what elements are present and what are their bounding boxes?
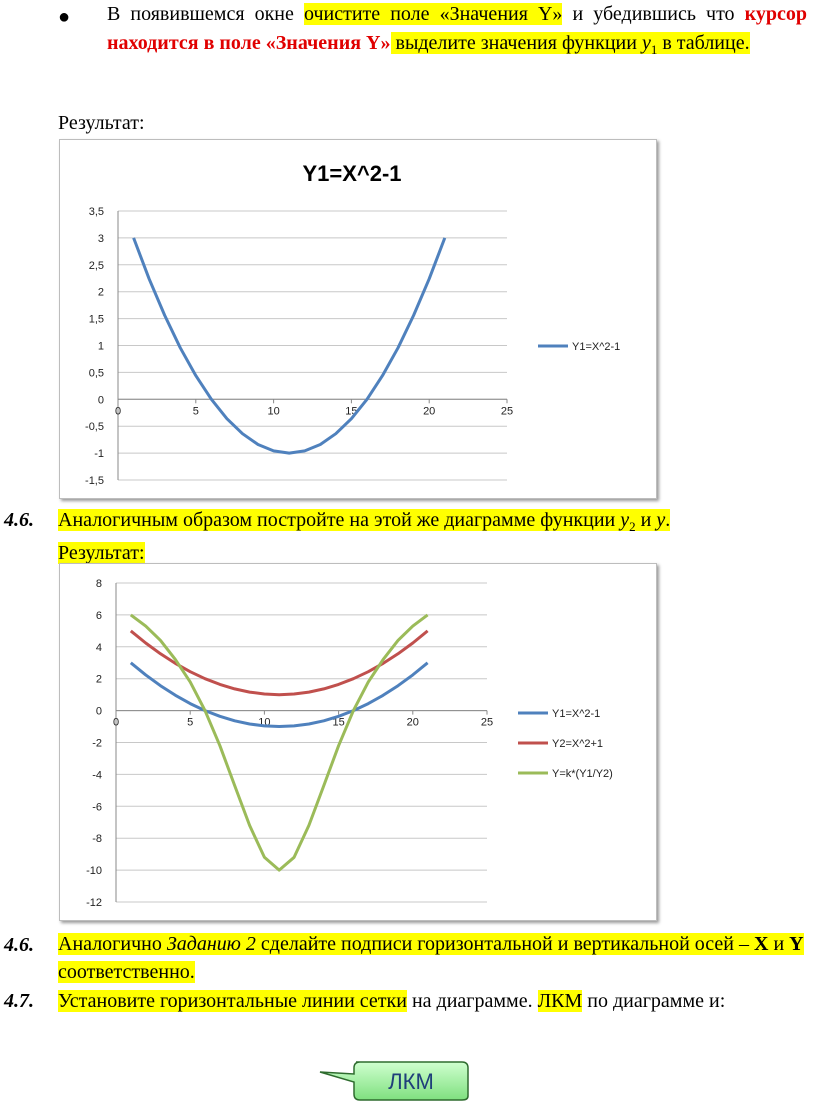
chart-2-series-line [129, 613, 429, 872]
callout-label: ЛКМ [388, 1069, 434, 1094]
chart-2-legend-label: Y1=X^2-1 [552, 708, 600, 720]
chart-2-legend-label: Y2=X^2+1 [552, 738, 603, 750]
chart-2-xtick-label: 0 [113, 717, 119, 729]
chart-2-legend-label: Y=k*(Y1/Y2) [552, 768, 613, 780]
item-var-y1: y1 [641, 32, 658, 57]
chart-2-xtick-label: 5 [187, 717, 193, 729]
chart-2-ytick-label: -12 [86, 897, 102, 909]
chart-1-xtick-label: 5 [193, 405, 199, 417]
chart-2-ytick-label: 6 [96, 610, 102, 622]
chart-1-frame[interactable]: Y1=X^2-1 3,5 3 2,5 2 1,5 1 0,5 0 -0,5 -1 -1,5 0 5 10 15… [59, 139, 657, 499]
section-46b-text: Аналогично Заданию 2 сделайте подписи го… [58, 933, 804, 983]
chart-1-ytick-label: -0,5 [85, 421, 104, 433]
chart-1-title: Y1=X^2-1 [302, 161, 401, 186]
chart-1-ytick-label: -1 [94, 448, 104, 460]
result-label-2: Результат: [58, 542, 145, 564]
chart-1-series-line [132, 237, 447, 455]
lkm-callout: ЛКМ [316, 1054, 476, 1102]
item-text-4: курсор находится в поле «Значения Y» [107, 3, 807, 54]
chart-1-legend-label: Y1=X^2-1 [572, 341, 620, 353]
section-47-text: Установите горизонтальные линии сетки на… [58, 990, 726, 1012]
chart-2-ytick-label: -4 [92, 769, 102, 781]
item-text-1: В появившемся окне [107, 3, 304, 25]
chart-1-xtick-label: 25 [501, 405, 513, 417]
chart-1-ytick-label: 2 [98, 287, 104, 299]
chart-2-ytick-label: 2 [96, 674, 102, 686]
chart-2-ytick-label: 8 [96, 578, 102, 590]
chart-2-ytick-label: -10 [86, 865, 102, 877]
item-text-2: очистите поле «Значения Y» [303, 3, 563, 25]
chart-2-xtick-label: 15 [332, 717, 344, 729]
chart-2-xtick-label: 20 [407, 717, 419, 729]
callout-shape: ЛКМ [319, 1061, 469, 1101]
chart-2-ytick-label: -8 [92, 833, 102, 845]
bullet-paragraph: В появившемся окне очистите поле «Значен… [107, 0, 807, 64]
chart-1-ytick-label: 2,5 [89, 260, 104, 272]
section-46a-text: Аналогичным образом постройте на этой же… [58, 507, 808, 566]
chart-2-series-line [129, 629, 429, 697]
chart-1-xtick-label: 0 [115, 405, 121, 417]
chart-2-frame[interactable]: 8 6 4 2 0 -2 -4 -6 -8 -10 -12 0 5 10 15 20 25 Y1=X^2-1 Y2=… [59, 563, 657, 921]
chart-1-xtick-label: 20 [423, 405, 435, 417]
chart-1-ytick-label: 3,5 [89, 206, 104, 218]
chart-2-series-line [129, 661, 429, 728]
chart-1-ytick-label: 1 [98, 341, 104, 353]
chart-1-xtick-label: 10 [267, 405, 279, 417]
chart-2-xtick-label: 25 [481, 717, 493, 729]
item-text-5: выделите значения функции [390, 32, 642, 54]
chart-2-ytick-label: 4 [96, 642, 102, 654]
bullet-icon: ● [58, 6, 71, 28]
result-label-1: Результат: [58, 112, 145, 134]
chart-1-ytick-label: 0 [98, 394, 104, 406]
item-text-3: и убедившись что [562, 3, 745, 25]
chart-1-ytick-label: -1,5 [85, 475, 104, 487]
chart-1-ytick-label: 1,5 [89, 314, 104, 326]
section-46a-line: Аналогичным образом постройте на этой же… [58, 509, 671, 534]
section-number-46a: 4.6. [4, 509, 34, 531]
chart-1-ytick-label: 0,5 [89, 367, 104, 379]
chart-2-ytick-label: -6 [92, 801, 102, 813]
section-number-47: 4.7. [4, 990, 34, 1012]
chart-2-ytick-label: 0 [96, 706, 102, 718]
chart-1-ytick-label: 3 [98, 233, 104, 245]
item-text-7: в таблице. [657, 32, 750, 54]
chart-1: Y1=X^2-13,532,521,510,50-0,5-1-1,50 5 10 15… [85, 161, 620, 487]
chart-2-ytick-label: -2 [92, 738, 102, 750]
section-number-46b: 4.6. [4, 934, 34, 956]
